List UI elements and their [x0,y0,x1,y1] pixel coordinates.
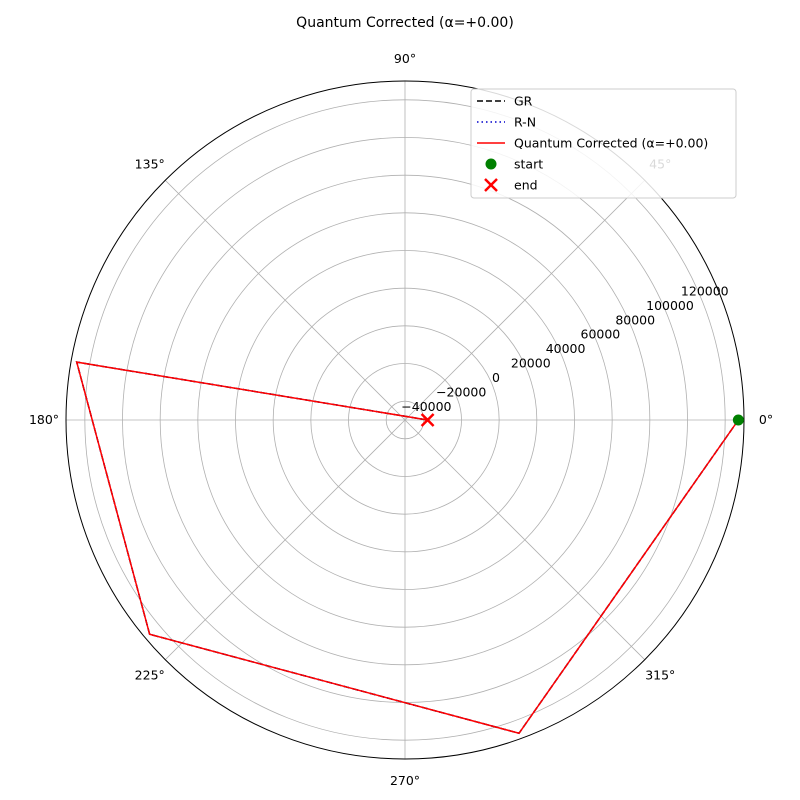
r-tick-label: 0 [492,370,500,385]
chart-title: Quantum Corrected (α=+0.00) [296,15,514,31]
theta-tick-label: 225° [135,667,165,682]
legend-entry: R-N [477,115,536,130]
legend-label: Quantum Corrected (α=+0.00) [514,136,708,151]
series-layer [75,361,739,735]
theta-tick-label: 270° [390,773,420,788]
end-marker [420,413,435,427]
r-tick-label: 100000 [646,298,694,313]
theta-gridline [165,419,406,660]
theta-tick-label: 0° [759,412,773,427]
grid-layer [65,80,745,760]
r-tick-label: 80000 [615,312,655,327]
theta-tick-label: 315° [645,667,675,682]
legend-label: GR [514,94,533,109]
r-tick-label: 60000 [581,327,621,342]
r-tick-label: −20000 [436,384,486,399]
theta-tick-label: 90° [394,51,416,66]
marker-layer [420,413,744,427]
theta-gridline [404,419,645,660]
legend-entry: Quantum Corrected (α=+0.00) [477,136,708,151]
legend-label: start [514,157,543,172]
theta-gridline [404,180,645,421]
legend-entry: GR [477,94,533,109]
theta-tick-label: 135° [135,157,165,172]
polar-frame [65,80,745,760]
legend-entry: start [485,157,543,172]
r-tick-label: 40000 [546,341,586,356]
series-line [75,361,739,735]
start-marker [732,414,744,426]
legend-box [470,88,737,199]
legend-label: end [514,178,538,193]
r-tick-label: 20000 [511,356,551,371]
legend-label: R-N [514,115,536,130]
theta-gridline [165,180,406,421]
r-tick-label: 120000 [681,283,729,298]
legend: GR R-N Quantum Corrected (α=+0.00) start end [470,88,737,199]
legend-entry: end [484,178,538,193]
r-tick-label: −40000 [401,399,451,414]
theta-tick-label: 180° [29,412,59,427]
